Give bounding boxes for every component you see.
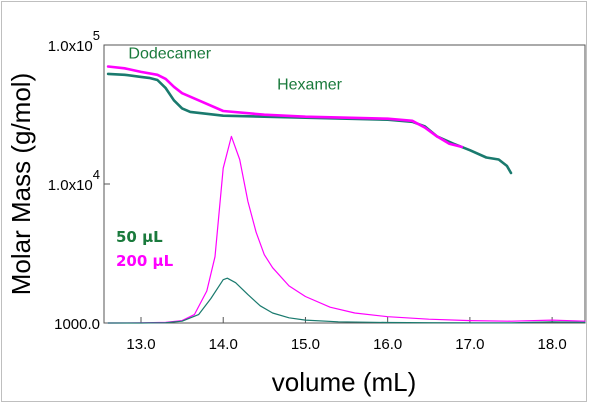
plot-area [103,44,586,324]
x-tick-label: 16.0 [373,336,402,353]
series-200ul-molar-mass-line [106,65,463,149]
x-tick-label: 17.0 [455,336,484,353]
series-50ul-molar-mass-line [106,72,513,175]
y-tick-label: 1.0x105 [48,28,100,55]
x-tick-label: 18.0 [538,336,567,353]
x-tick-label: 13.0 [126,336,155,353]
x-axis-title: volume (mL) [272,367,416,397]
x-tick-label: 15.0 [291,336,320,353]
y-tick-label: 1.0x104 [48,167,100,194]
y-tick-label: 1000.0 [54,316,100,333]
series-200ul-concentration-trace [107,135,586,324]
series-50ul-concentration-trace [107,277,586,324]
legend-entry: 50 µL [116,228,163,246]
annotation-hexamer: Hexamer [277,76,343,93]
annotation-dodecamer: Dodecamer [128,45,211,62]
legend-entry: 200 µL [116,252,174,270]
x-tick-label: 14.0 [209,336,238,353]
y-axis-title: Molar Mass (g/mol) [6,73,36,295]
